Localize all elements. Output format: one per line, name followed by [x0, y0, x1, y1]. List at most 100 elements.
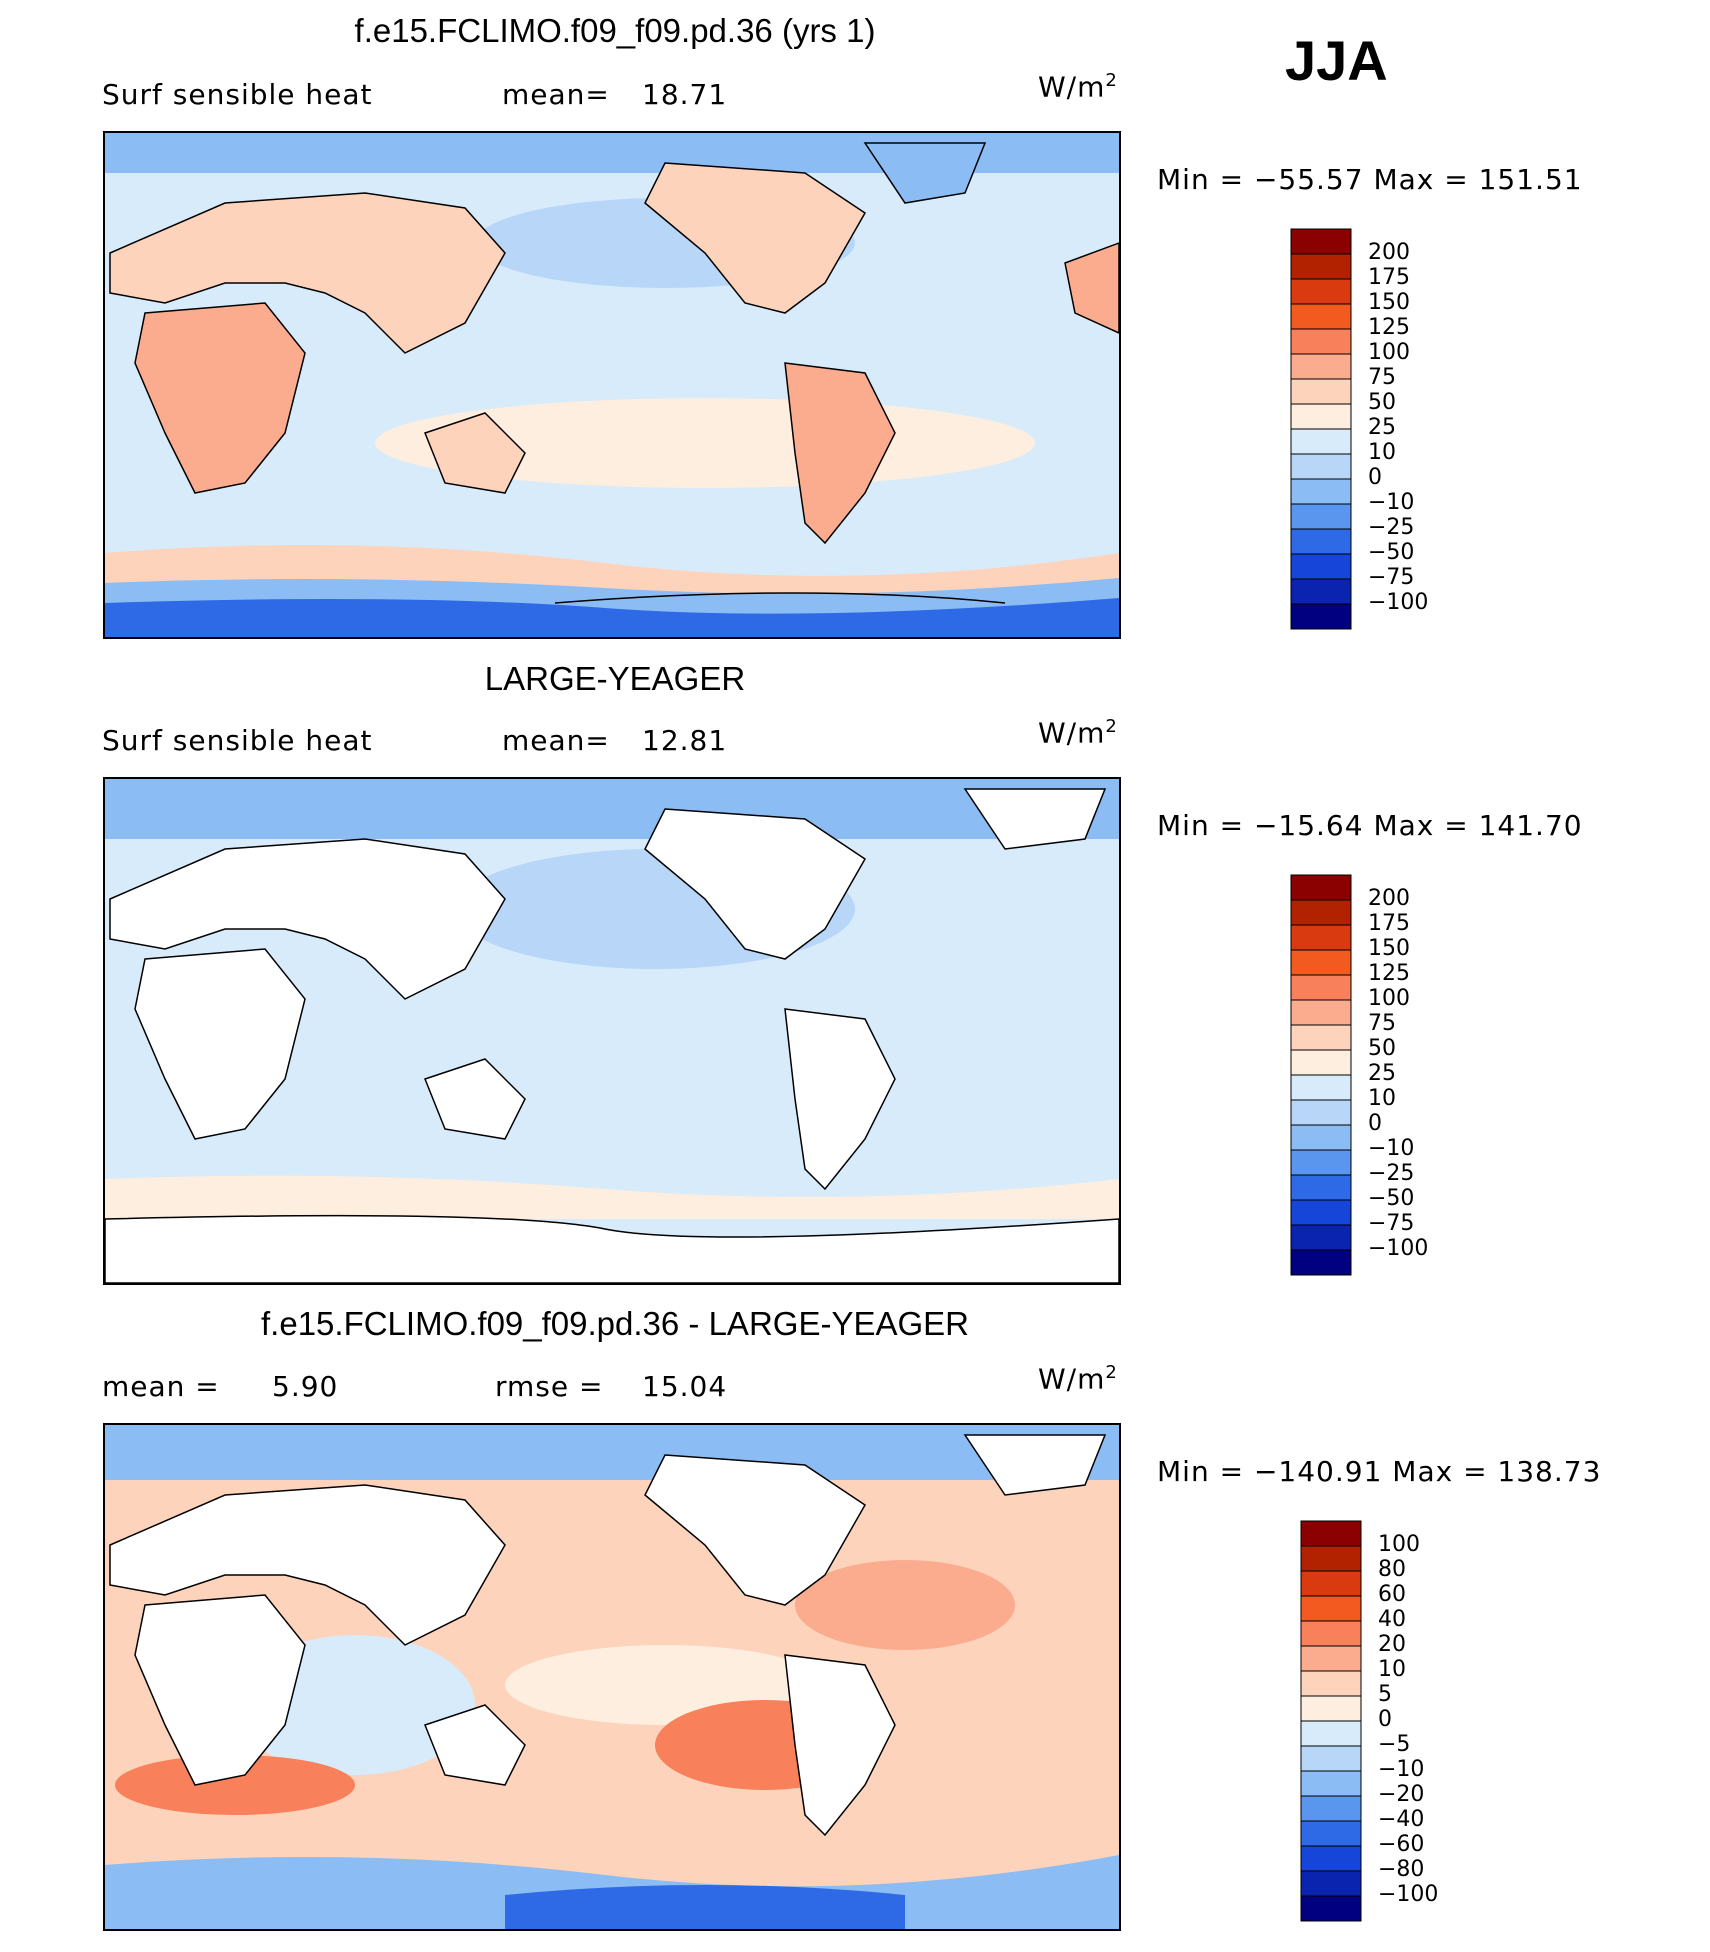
panel-1-colorbar	[1290, 228, 1352, 630]
colorbar-box	[1290, 303, 1352, 330]
colorbar-level-label: 0	[1368, 465, 1382, 490]
colorbar-box	[1300, 1695, 1362, 1722]
panel-1-title: f.e15.FCLIMO.f09_f09.pd.36 (yrs 1)	[354, 12, 876, 49]
panel-2-units: W/m2	[1038, 716, 1118, 750]
colorbar-box	[1300, 1570, 1362, 1597]
colorbar-level-label: −40	[1378, 1807, 1425, 1832]
colorbar-level-label: 0	[1378, 1707, 1392, 1732]
colorbar-box	[1290, 1149, 1352, 1176]
colorbar-level-label: 50	[1368, 390, 1396, 415]
colorbar-level-label: 25	[1368, 1061, 1396, 1086]
panel-1-variable: Surf sensible heat	[102, 78, 373, 111]
colorbar-box	[1300, 1770, 1362, 1797]
colorbar-level-label: −100	[1368, 590, 1429, 615]
colorbar-level-label: 40	[1378, 1607, 1406, 1632]
colorbar-level-label: 10	[1368, 1086, 1396, 1111]
colorbar-box	[1300, 1545, 1362, 1572]
colorbar-level-label: 100	[1368, 340, 1410, 365]
panel-3-rmse-label: rmse =	[495, 1370, 604, 1403]
colorbar-box	[1300, 1820, 1362, 1847]
colorbar-box	[1290, 1199, 1352, 1226]
colorbar-level-label: −60	[1378, 1832, 1425, 1857]
panel-3-mean-value: 5.90	[272, 1370, 339, 1403]
colorbar-level-label: −10	[1368, 490, 1415, 515]
colorbar-box	[1290, 1124, 1352, 1151]
colorbar-level-label: −75	[1368, 565, 1415, 590]
colorbar-level-label: 175	[1368, 911, 1410, 936]
colorbar-level-label: 60	[1378, 1582, 1406, 1607]
panel-2-colorbar-labels: 200 175 150 125 100 75 50 25 10 0 −10 −25 −50 −75 −100	[1368, 874, 1488, 1276]
panel-2-colorbar	[1290, 874, 1352, 1276]
colorbar-box	[1300, 1620, 1362, 1647]
panel-2-mean-value: 12.81	[642, 724, 728, 757]
colorbar-level-label: 150	[1368, 290, 1410, 315]
panel-3-minmax: Min = −140.91 Max = 138.73	[1157, 1455, 1602, 1488]
colorbar-level-label: 100	[1368, 986, 1410, 1011]
panel-2-title: LARGE-YEAGER	[484, 660, 746, 697]
colorbar-box	[1300, 1720, 1362, 1747]
colorbar-level-label: −80	[1378, 1857, 1425, 1882]
colorbar-box	[1300, 1520, 1362, 1547]
panel-1-map	[103, 131, 1121, 639]
panel-3-colorbar-labels: 100 80 60 40 20 10 5 0 −5 −10 −20 −40 −60 −80 −100	[1378, 1520, 1498, 1922]
colorbar-level-label: 10	[1378, 1657, 1406, 1682]
colorbar-level-label: −10	[1368, 1136, 1415, 1161]
colorbar-box	[1290, 403, 1352, 430]
panel-3-colorbar	[1300, 1520, 1362, 1922]
panel-1-minmax: Min = −55.57 Max = 151.51	[1157, 163, 1583, 196]
colorbar-level-label: −50	[1368, 540, 1415, 565]
panel-3-title: f.e15.FCLIMO.f09_f09.pd.36 - LARGE-YEAGE…	[261, 1305, 969, 1342]
colorbar-box	[1290, 1224, 1352, 1251]
colorbar-box	[1300, 1795, 1362, 1822]
season-label: JJA	[1285, 29, 1388, 92]
colorbar-level-label: 0	[1368, 1111, 1382, 1136]
colorbar-level-label: −25	[1368, 515, 1415, 540]
colorbar-level-label: 175	[1368, 265, 1410, 290]
panel-2-minmax: Min = −15.64 Max = 141.70	[1157, 809, 1583, 842]
colorbar-box	[1300, 1670, 1362, 1697]
panel-3-map	[103, 1423, 1121, 1931]
panel-1-mean-label: mean=	[502, 78, 610, 111]
colorbar-level-label: 10	[1368, 440, 1396, 465]
panel-1-colorbar-labels: 200 175 150 125 100 75 50 25 10 0 −10 −25 −50 −75 −100	[1368, 228, 1488, 630]
colorbar-box	[1290, 453, 1352, 480]
colorbar-level-label: −100	[1368, 1236, 1429, 1261]
colorbar-level-label: 125	[1368, 961, 1410, 986]
colorbar-box	[1290, 874, 1352, 901]
colorbar-level-label: 20	[1378, 1632, 1406, 1657]
colorbar-box	[1290, 553, 1352, 580]
colorbar-box	[1290, 899, 1352, 926]
colorbar-box	[1290, 378, 1352, 405]
colorbar-level-label: −100	[1378, 1882, 1439, 1907]
panel-1-mean-value: 18.71	[642, 78, 728, 111]
colorbar-level-label: −10	[1378, 1757, 1425, 1782]
colorbar-level-label: 5	[1378, 1682, 1392, 1707]
colorbar-box	[1290, 578, 1352, 605]
panel-3-rmse-value: 15.04	[642, 1370, 728, 1403]
panel-3-mean-label: mean =	[102, 1370, 220, 1403]
panel-2-map	[103, 777, 1121, 1285]
colorbar-level-label: 25	[1368, 415, 1396, 440]
colorbar-box	[1290, 228, 1352, 255]
colorbar-level-label: −50	[1368, 1186, 1415, 1211]
colorbar-box	[1290, 353, 1352, 380]
colorbar-box	[1290, 328, 1352, 355]
colorbar-level-label: 75	[1368, 1011, 1396, 1036]
colorbar-level-label: −75	[1368, 1211, 1415, 1236]
colorbar-level-label: 125	[1368, 315, 1410, 340]
colorbar-level-label: 100	[1378, 1532, 1420, 1557]
colorbar-box	[1290, 1249, 1352, 1276]
colorbar-box	[1300, 1745, 1362, 1772]
colorbar-box	[1300, 1645, 1362, 1672]
colorbar-level-label: 75	[1368, 365, 1396, 390]
colorbar-box	[1290, 528, 1352, 555]
colorbar-box	[1290, 1174, 1352, 1201]
colorbar-box	[1290, 924, 1352, 951]
colorbar-level-label: 200	[1368, 240, 1410, 265]
colorbar-box	[1290, 1074, 1352, 1101]
colorbar-box	[1300, 1870, 1362, 1897]
colorbar-level-label: 150	[1368, 936, 1410, 961]
colorbar-box	[1300, 1845, 1362, 1872]
colorbar-box	[1300, 1595, 1362, 1622]
colorbar-box	[1300, 1895, 1362, 1922]
